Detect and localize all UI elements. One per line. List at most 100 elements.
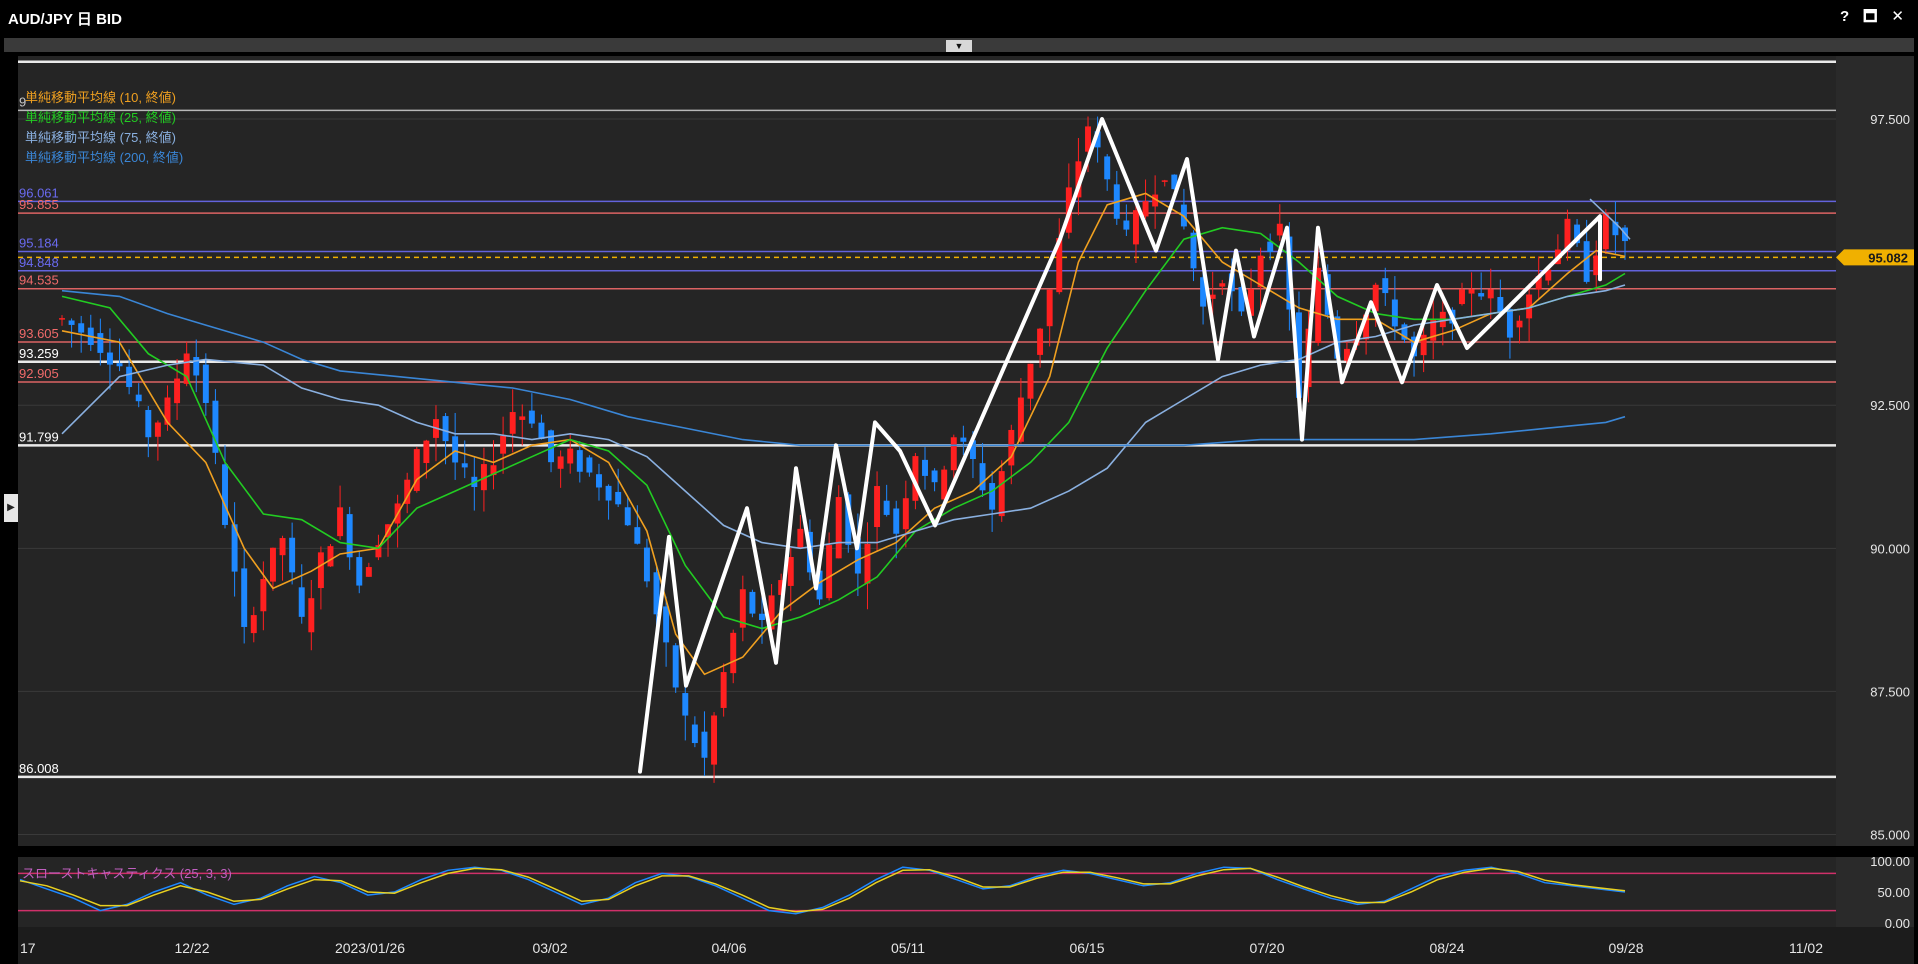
horizontal-level-label: 91.799: [19, 429, 59, 444]
candle-body: [528, 410, 535, 424]
candle-body: [1257, 255, 1264, 288]
candle-body: [816, 570, 823, 600]
candle-body: [1593, 255, 1600, 276]
help-button[interactable]: ?: [1839, 8, 1850, 25]
candle-body: [989, 483, 996, 510]
candle-body: [1564, 218, 1571, 251]
time-tick-label: 09/28: [1608, 940, 1643, 956]
candle-body: [1017, 397, 1024, 442]
price-tick-label: 85.000: [1870, 828, 1910, 843]
current-price-label: 95.082: [1868, 250, 1908, 265]
candle-body: [202, 364, 209, 403]
candle-body: [193, 357, 200, 376]
moving-average-line: [61, 284, 1626, 550]
candle-body: [941, 469, 948, 500]
time-tick-label: 08/24: [1429, 940, 1464, 956]
oscillator-title: スローストキャスティクス (25, 3, 3): [22, 866, 232, 881]
horizontal-level-label: 9: [19, 94, 26, 109]
moving-average-line: [61, 226, 1626, 630]
candle-body: [730, 632, 737, 674]
candle-body: [145, 409, 152, 438]
candle-body: [1190, 232, 1197, 269]
candle-body: [538, 422, 545, 439]
candle-body: [452, 436, 459, 463]
candle-body: [356, 557, 363, 586]
candle-body: [1056, 238, 1063, 293]
candle-body: [97, 333, 104, 353]
candle-body: [250, 615, 257, 634]
candle-body: [1161, 180, 1168, 182]
candle-body: [739, 589, 746, 628]
legend-entry: 単純移動平均線 (75, 終値): [25, 130, 176, 145]
time-tick-label: 03/02: [532, 940, 567, 956]
maximize-button[interactable]: 🗖: [1863, 8, 1878, 25]
time-tick-label: 17: [20, 940, 36, 956]
candle-body: [1343, 348, 1350, 361]
horizontal-level-label: 96.061: [19, 185, 59, 200]
window-controls: ? 🗖 ✕: [1840, 9, 1904, 25]
price-tick-label: 87.500: [1870, 684, 1910, 699]
candle-body: [1209, 294, 1216, 299]
candle-body: [864, 543, 871, 584]
candle-body: [1238, 287, 1245, 312]
moving-average-line: [61, 289, 1626, 447]
oscillator-tick-label: 100.00: [1870, 854, 1910, 869]
candle-body: [1574, 224, 1581, 244]
time-tick-label: 11/02: [1789, 940, 1823, 956]
candle-body: [1334, 316, 1341, 359]
candle-body: [615, 491, 622, 505]
candle-body: [922, 459, 928, 476]
legend-entry: 単純移動平均線 (10, 終値): [25, 90, 176, 105]
candle-body: [1478, 293, 1485, 297]
time-tick-label: 07/20: [1249, 940, 1284, 956]
candle-body: [183, 353, 190, 384]
candle-body: [759, 613, 765, 620]
candle-body: [557, 456, 564, 469]
stochastic-k-line: [19, 866, 1626, 915]
candle-body: [701, 731, 708, 758]
oscillator-tick-label: 50.00: [1877, 885, 1910, 900]
candle-body: [624, 507, 631, 526]
candle-body: [375, 545, 382, 558]
candle-body: [1027, 363, 1034, 399]
time-tick-label: 2023/01/26: [335, 940, 405, 956]
candle-body: [1276, 223, 1283, 236]
candle-body: [413, 449, 420, 491]
candle-body: [720, 672, 727, 708]
price-tick-label: 90.000: [1870, 541, 1910, 556]
candle-body: [1583, 241, 1590, 282]
candle-body: [154, 422, 161, 437]
title-bar: AUD/JPY 日 BID ? 🗖 ✕: [0, 0, 1918, 34]
trendline-annotation: [1589, 198, 1631, 240]
candle-body: [1248, 289, 1255, 316]
horizontal-level-label: 93.259: [19, 346, 59, 361]
candle-body: [461, 463, 468, 468]
candle-body: [1459, 289, 1465, 305]
candle-body: [59, 318, 65, 320]
candle-body: [1104, 156, 1111, 180]
price-plot-area: [18, 56, 1836, 846]
candle-body: [1545, 269, 1552, 281]
time-tick-label: 12/22: [174, 940, 209, 956]
candle-body: [1430, 320, 1437, 341]
candle-body: [1612, 221, 1619, 236]
candle-body: [1468, 289, 1475, 294]
horizontal-level-label: 86.008: [19, 761, 59, 776]
horizontal-level-label: 95.855: [19, 197, 59, 212]
candle-body: [490, 465, 497, 476]
candle-body: [1123, 220, 1130, 230]
candle-body: [682, 693, 689, 716]
candle-body: [1382, 278, 1389, 294]
candle-body: [337, 507, 344, 537]
candle-body: [1008, 429, 1015, 466]
side-panel-toggle[interactable]: ▶: [4, 494, 18, 522]
close-button[interactable]: ✕: [1891, 8, 1904, 25]
candle-body: [596, 474, 602, 488]
collapse-toggle[interactable]: ▼: [946, 40, 972, 52]
candle-body: [586, 457, 593, 473]
candle-body: [548, 430, 555, 463]
time-tick-label: 04/06: [711, 940, 746, 956]
candle-body: [711, 715, 718, 765]
candle-body: [298, 587, 305, 617]
